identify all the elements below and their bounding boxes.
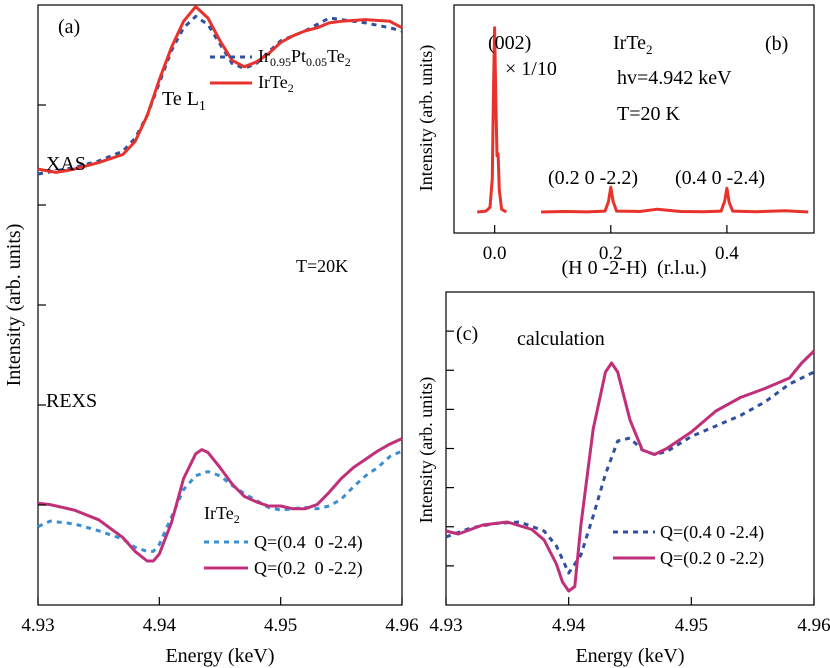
series-calc_04 <box>445 370 815 575</box>
panel-a-legend-bottom: IrTe2 Q=(0.4 0 -2.4) Q=(0.2 0 -2.2) <box>204 503 363 579</box>
panel-b-frame <box>453 4 815 234</box>
lg-irte-sub: 2 <box>288 81 294 95</box>
series-xas_ir <box>37 5 403 174</box>
panel-c-xtick-label: 4.96 <box>797 615 830 636</box>
panel-b-scale: × 1/10 <box>505 58 557 80</box>
te-l1-sub: 1 <box>199 99 206 114</box>
legend-label-ptdoped: Ir0.95Pt0.05Te2 <box>258 46 351 69</box>
lg-ir-sub: 0.95 <box>270 55 291 69</box>
series-peak_002 <box>477 26 508 214</box>
panel-c-label: (c) <box>456 323 478 345</box>
lg-pt: Pt <box>291 46 306 66</box>
panel-b-xtick-label: 0.4 <box>715 243 739 264</box>
panel-c-xtick-label: 4.94 <box>552 615 586 636</box>
panel-b-peak1: (0.2 0 -2.2) <box>548 167 638 189</box>
panel-a: 4.93 4.94 4.95 4.96 (a) Energy (keV) Intens… <box>3 4 419 667</box>
panel-a-xas-label: XAS <box>46 153 86 175</box>
b-sample-main: IrTe <box>613 32 646 54</box>
panel-a-ticks: 4.93 4.94 4.95 4.96 <box>21 104 419 636</box>
panel-a-xtick-label: 4.93 <box>21 615 54 636</box>
series-rexs_02 <box>37 437 403 563</box>
series-xas_pt <box>37 14 403 176</box>
panel-c-ylabel: Intensity (arb. units) <box>416 377 437 523</box>
lg2-title-sub: 2 <box>234 512 240 526</box>
panel-b-energy: hv=4.942 keV <box>617 67 732 89</box>
te-l1-main: Te L <box>162 88 199 110</box>
panel-b-xtick-label: 0.0 <box>483 243 507 264</box>
panel-b-temp: T=20 K <box>617 103 680 125</box>
panel-a-xtick-label: 4.96 <box>385 615 418 636</box>
panel-c-xtick-label: 4.95 <box>675 615 708 636</box>
legend-label-irte2: IrTe2 <box>258 72 294 95</box>
panel-b-sample: IrTe2 <box>613 32 653 57</box>
panel-c-xlabel: Energy (keV) <box>575 645 684 667</box>
panel-c: 4.93 4.94 4.95 4.96 (c) calculation Energy … <box>416 291 830 667</box>
panel-a-xtick-label: 4.95 <box>264 615 297 636</box>
panel-b: 0.0 0.2 0.4 (b) (H 0 -2-H) (r.l.u.) Intens… <box>416 4 815 279</box>
panel-a-legend-top: Ir0.95Pt0.05Te2 IrTe2 <box>210 46 351 95</box>
panel-b-label: (b) <box>765 33 788 55</box>
panel-b-xtick-label: 0.2 <box>599 243 623 264</box>
panel-c-xtick-label: 4.93 <box>429 615 462 636</box>
panel-b-ticks: 0.0 0.2 0.4 <box>483 225 739 264</box>
panel-a-temp: T=20K <box>296 256 348 276</box>
panel-c-legend: Q=(0.4 0 -2.4) Q=(0.2 0 -2.2) <box>613 522 764 569</box>
legend-label-q02: Q=(0.2 0 -2.2) <box>254 558 363 579</box>
lg-te-sub: 2 <box>345 55 351 69</box>
series-scan <box>541 185 809 214</box>
panel-a-te-l1: Te L1 <box>162 88 206 114</box>
legend-label-c-q04: Q=(0.4 0 -2.4) <box>660 522 764 543</box>
panel-c-marks <box>445 349 816 593</box>
panel-c-ticks: 4.93 4.94 4.95 4.96 <box>429 330 830 636</box>
panel-b-marks <box>477 26 809 214</box>
panel-a-label: (a) <box>58 16 80 38</box>
panel-a-xtick-label: 4.94 <box>143 615 177 636</box>
lg2-title-main: IrTe <box>204 503 234 523</box>
panel-a-rexs-label: REXS <box>46 390 97 412</box>
lg-te: Te <box>327 46 345 66</box>
legend-label-c-q02: Q=(0.2 0 -2.2) <box>660 548 764 569</box>
lg-ir: Ir <box>258 46 270 66</box>
panel-b-peak2: (0.4 0 -2.4) <box>675 167 765 189</box>
lg-irte: IrTe <box>258 72 288 92</box>
panel-b-ylabel: Intensity (arb. units) <box>416 45 437 191</box>
panel-a-ylabel: Intensity (arb. units) <box>3 224 25 387</box>
lg-pt-sub: 0.05 <box>306 55 327 69</box>
panel-b-xlabel: (H 0 -2-H) (r.l.u.) <box>562 257 707 279</box>
panel-a-marks <box>37 5 403 563</box>
panel-a-xlabel: Energy (keV) <box>165 645 274 667</box>
legend2-title: IrTe2 <box>204 503 240 526</box>
b-sample-sub: 2 <box>646 42 653 57</box>
panel-b-peak002: (002) <box>488 32 531 54</box>
legend-label-q04: Q=(0.4 0 -2.4) <box>254 532 363 553</box>
panel-c-title: calculation <box>517 328 605 350</box>
series-calc_02 <box>445 349 816 593</box>
